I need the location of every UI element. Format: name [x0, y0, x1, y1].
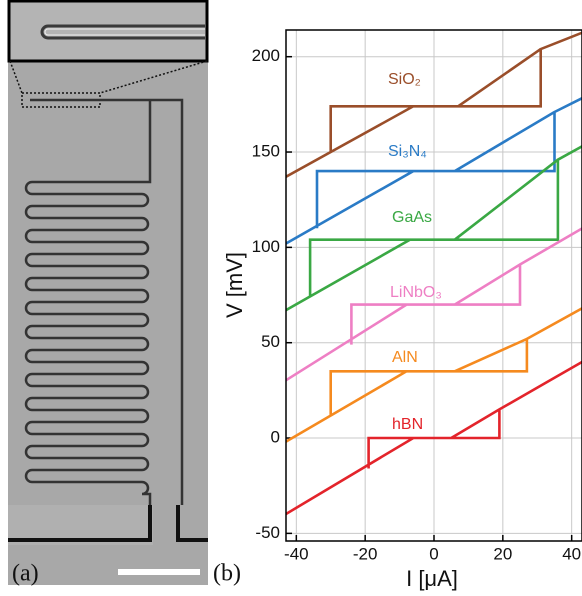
x-tick-label: 40 [562, 544, 581, 563]
y-tick-label: 150 [252, 142, 280, 161]
panel-label: (b) [213, 561, 241, 587]
series-line [286, 96, 582, 245]
x-axis-title: I [μA] [406, 566, 458, 591]
series-line [286, 31, 582, 179]
series-label: AlN [392, 349, 418, 366]
x-tick-label: 0 [429, 544, 438, 563]
y-axis-title: V [mV] [222, 252, 247, 318]
series-group [286, 31, 582, 516]
micrograph [7, 0, 209, 585]
x-tick-label: -40 [284, 544, 309, 563]
series-label: Si₃N₄ [388, 143, 427, 160]
series-line [286, 144, 582, 312]
y-tick-label: 100 [252, 237, 280, 256]
panel-label: (a) [12, 561, 39, 587]
series-label: SiO₂ [388, 71, 421, 88]
x-tick-label: 20 [493, 544, 512, 563]
plot-frame [285, 29, 582, 542]
series-label: GaAs [392, 209, 432, 226]
y-tick-label: -50 [255, 523, 280, 542]
y-tick-label: 200 [252, 46, 280, 65]
x-tick-label: -20 [353, 544, 378, 563]
y-tick-label: 50 [261, 332, 280, 351]
series-label: LiNbO₃ [390, 284, 442, 301]
series-line [286, 360, 582, 516]
series-line [286, 227, 582, 382]
y-tick-label: 0 [271, 428, 280, 447]
series-label: hBN [392, 416, 423, 433]
series-line [286, 306, 582, 444]
